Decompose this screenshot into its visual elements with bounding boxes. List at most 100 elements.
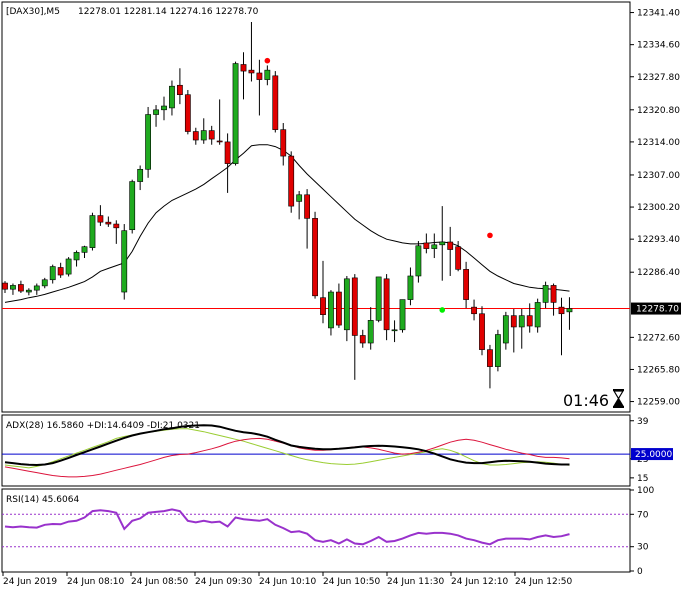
candle-body	[463, 269, 469, 300]
candle[interactable]	[510, 309, 517, 353]
candle[interactable]	[391, 320, 398, 343]
candle[interactable]	[33, 283, 40, 295]
candle[interactable]	[304, 189, 310, 249]
candle-body	[494, 334, 501, 367]
candle[interactable]	[256, 59, 263, 116]
candle[interactable]	[113, 220, 120, 244]
candle[interactable]	[97, 205, 104, 226]
price-tick-label: 12286.40	[637, 268, 680, 278]
candle[interactable]	[184, 89, 191, 135]
candle[interactable]	[177, 68, 183, 105]
candle[interactable]	[2, 281, 8, 293]
candle[interactable]	[351, 274, 358, 380]
candle-body	[113, 223, 120, 229]
main-chart-frame[interactable]	[1, 1, 631, 413]
candle[interactable]	[105, 216, 112, 227]
candle[interactable]	[359, 329, 366, 348]
candle[interactable]	[415, 241, 422, 283]
candle[interactable]	[335, 283, 342, 328]
candle[interactable]	[566, 297, 573, 330]
price-tick-label: 12314.00	[637, 138, 680, 148]
candle[interactable]	[65, 257, 72, 277]
candle[interactable]	[232, 61, 239, 166]
candle-body	[256, 72, 263, 80]
candle-body	[272, 75, 279, 130]
candle[interactable]	[439, 206, 446, 281]
candle[interactable]	[145, 106, 151, 178]
candle[interactable]	[518, 309, 525, 349]
candle[interactable]	[288, 151, 295, 213]
candle[interactable]	[200, 118, 207, 144]
candle[interactable]	[343, 275, 350, 342]
candle[interactable]	[280, 123, 287, 166]
candle[interactable]	[57, 262, 64, 278]
candle[interactable]	[296, 191, 303, 220]
candle[interactable]	[137, 165, 144, 191]
candle[interactable]	[320, 260, 326, 324]
candle[interactable]	[328, 290, 334, 336]
candle[interactable]	[49, 264, 56, 284]
rsi-tick-label: 100	[637, 486, 654, 496]
candle[interactable]	[25, 288, 32, 296]
candle[interactable]	[73, 250, 80, 267]
candle[interactable]	[248, 21, 255, 82]
axes: 12341.40 12334.60 12327.80 12320.80 12314.00…	[2, 9, 681, 587]
candle[interactable]	[494, 329, 501, 372]
rsi-tick-label: 70	[637, 510, 649, 520]
candle[interactable]	[526, 303, 533, 333]
candle[interactable]	[312, 211, 318, 299]
candle[interactable]	[224, 133, 231, 193]
candle-body	[97, 215, 104, 223]
candle-body	[280, 129, 287, 157]
candle[interactable]	[423, 233, 430, 254]
candle[interactable]	[272, 71, 279, 133]
candle[interactable]	[264, 65, 271, 86]
candle[interactable]	[367, 307, 374, 350]
candle[interactable]	[558, 297, 565, 356]
candle[interactable]	[161, 96, 167, 121]
candle[interactable]	[121, 224, 128, 300]
candle[interactable]	[542, 281, 549, 309]
candle[interactable]	[407, 267, 414, 306]
adx-tick-label: 15	[637, 474, 648, 484]
price-tick-label: 12272.60	[637, 333, 680, 343]
candle-body	[81, 246, 88, 253]
candle[interactable]	[447, 226, 454, 276]
candle[interactable]	[534, 298, 541, 333]
candle[interactable]	[455, 241, 462, 272]
candle[interactable]	[192, 127, 199, 145]
candle[interactable]	[129, 179, 136, 234]
candle[interactable]	[471, 299, 477, 321]
candle[interactable]	[383, 274, 390, 341]
candle[interactable]	[431, 233, 438, 259]
candle[interactable]	[479, 306, 485, 356]
candle[interactable]	[502, 311, 509, 350]
candle[interactable]	[169, 80, 175, 116]
candle[interactable]	[240, 52, 247, 100]
candle[interactable]	[208, 125, 215, 145]
candle[interactable]	[41, 277, 48, 289]
price-tick-label: 12307.00	[637, 171, 680, 181]
candle[interactable]	[10, 283, 16, 295]
candle[interactable]	[375, 276, 382, 323]
rsi-panel-frame[interactable]	[1, 488, 631, 573]
price-tick-label: 12341.40	[637, 9, 680, 19]
candle-body	[415, 245, 422, 277]
time-tick-label: 24 Jun 08:10	[67, 577, 124, 587]
candle-body	[49, 266, 56, 281]
candle[interactable]	[153, 105, 159, 127]
candle-body	[510, 315, 517, 328]
candle-body	[526, 315, 533, 327]
candle[interactable]	[399, 299, 406, 333]
candle[interactable]	[216, 99, 223, 145]
candle[interactable]	[550, 283, 557, 316]
candle[interactable]	[81, 245, 88, 259]
symbol-label: [DAX30],M5	[6, 7, 60, 17]
candle[interactable]	[17, 280, 24, 293]
adx-level-label: 25.0000	[635, 450, 672, 460]
candle[interactable]	[89, 212, 96, 251]
time-tick-label: 24 Jun 09:30	[195, 577, 252, 587]
candle[interactable]	[463, 261, 469, 309]
candle[interactable]	[487, 344, 493, 389]
candle-body	[518, 315, 525, 328]
